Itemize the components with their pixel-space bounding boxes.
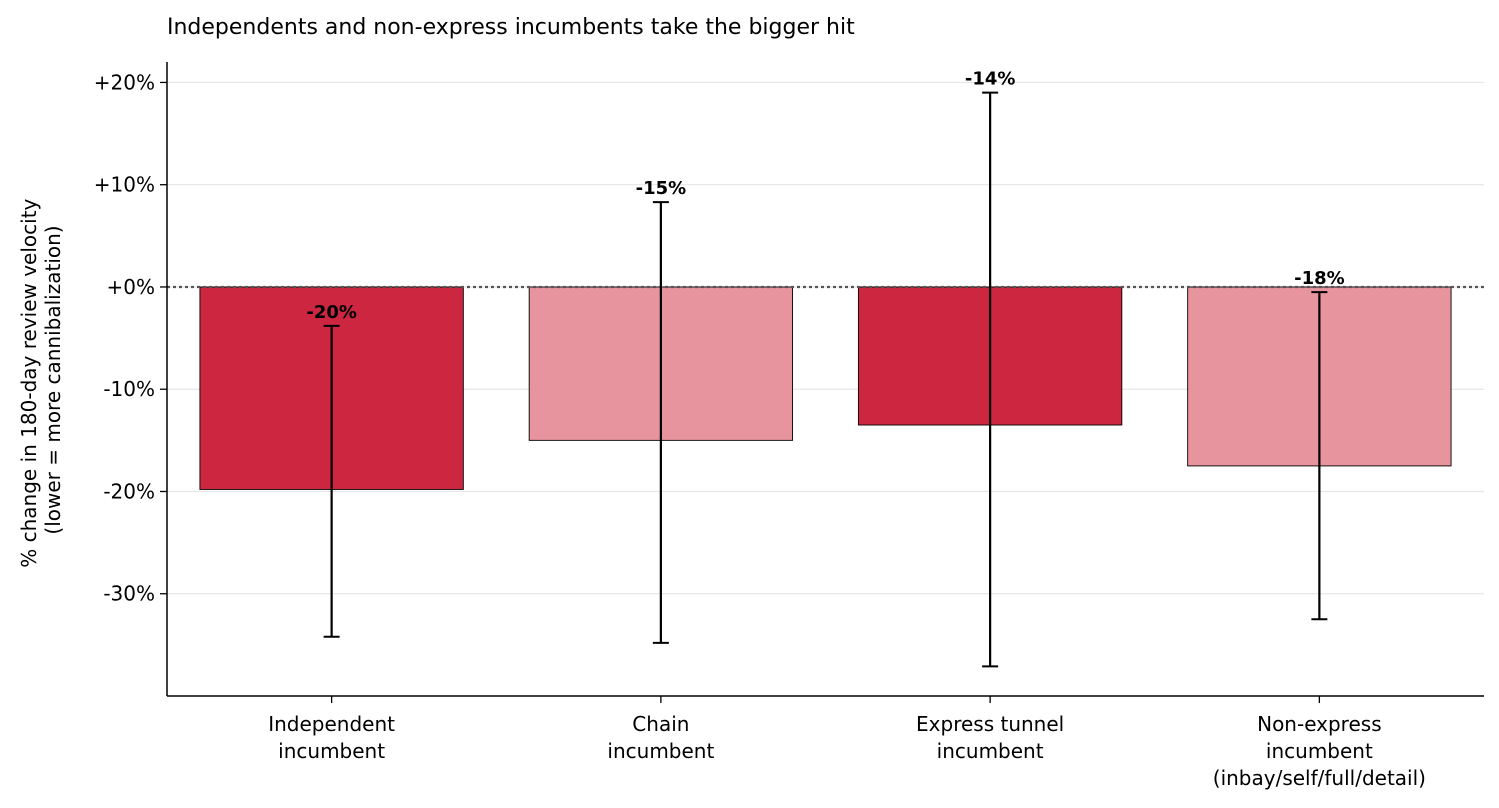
y-axis-label-line-1: % change in 180-day review velocity — [17, 198, 41, 567]
x-tick-label: Chain incumbent — [607, 712, 714, 763]
axes — [166, 62, 1484, 697]
chart-title: Independents and non-express incumbents … — [167, 15, 855, 40]
x-tick-label-line: incumbent — [937, 739, 1044, 763]
x-tick-label-line: Express tunnel — [916, 712, 1064, 736]
y-axis-label: % change in 180-day review velocity (low… — [17, 192, 65, 567]
x-tick-label: Independent incumbent — [268, 712, 395, 763]
error-bars — [323, 91, 1328, 668]
x-tick-label-line: Chain — [632, 712, 689, 736]
x-tick-label-line: (inbay/self/full/detail) — [1213, 766, 1426, 790]
y-tick-label: -20% — [103, 479, 155, 503]
y-tick-label: -30% — [103, 582, 155, 606]
y-axis-ticks: +20% +10% +0% -10% -20% -30% — [94, 70, 167, 606]
x-tick-label-line: incumbent — [278, 739, 385, 763]
value-label: -15% — [636, 178, 687, 199]
bars — [199, 286, 1452, 490]
value-label: -18% — [1294, 268, 1345, 289]
x-tick-label: Non-express incumbent (inbay/self/full/det… — [1213, 712, 1426, 790]
y-axis-label-line-2: (lower = more cannibalization) — [41, 225, 65, 534]
y-tick-label: +10% — [94, 173, 155, 197]
x-tick-label-line: incumbent — [607, 739, 714, 763]
value-labels: -20% -15% -14% -18% — [306, 69, 1344, 323]
y-tick-label: +20% — [94, 70, 155, 94]
value-label: -14% — [965, 69, 1016, 90]
x-tick-label-line: incumbent — [1266, 739, 1373, 763]
x-tick-label-line: Non-express — [1257, 712, 1382, 736]
y-tick-label: -10% — [103, 377, 155, 401]
x-tick-label-line: Independent — [268, 712, 395, 736]
value-label: -20% — [306, 302, 357, 323]
x-tick-label: Express tunnel incumbent — [916, 712, 1064, 763]
y-tick-label: +0% — [107, 275, 156, 299]
